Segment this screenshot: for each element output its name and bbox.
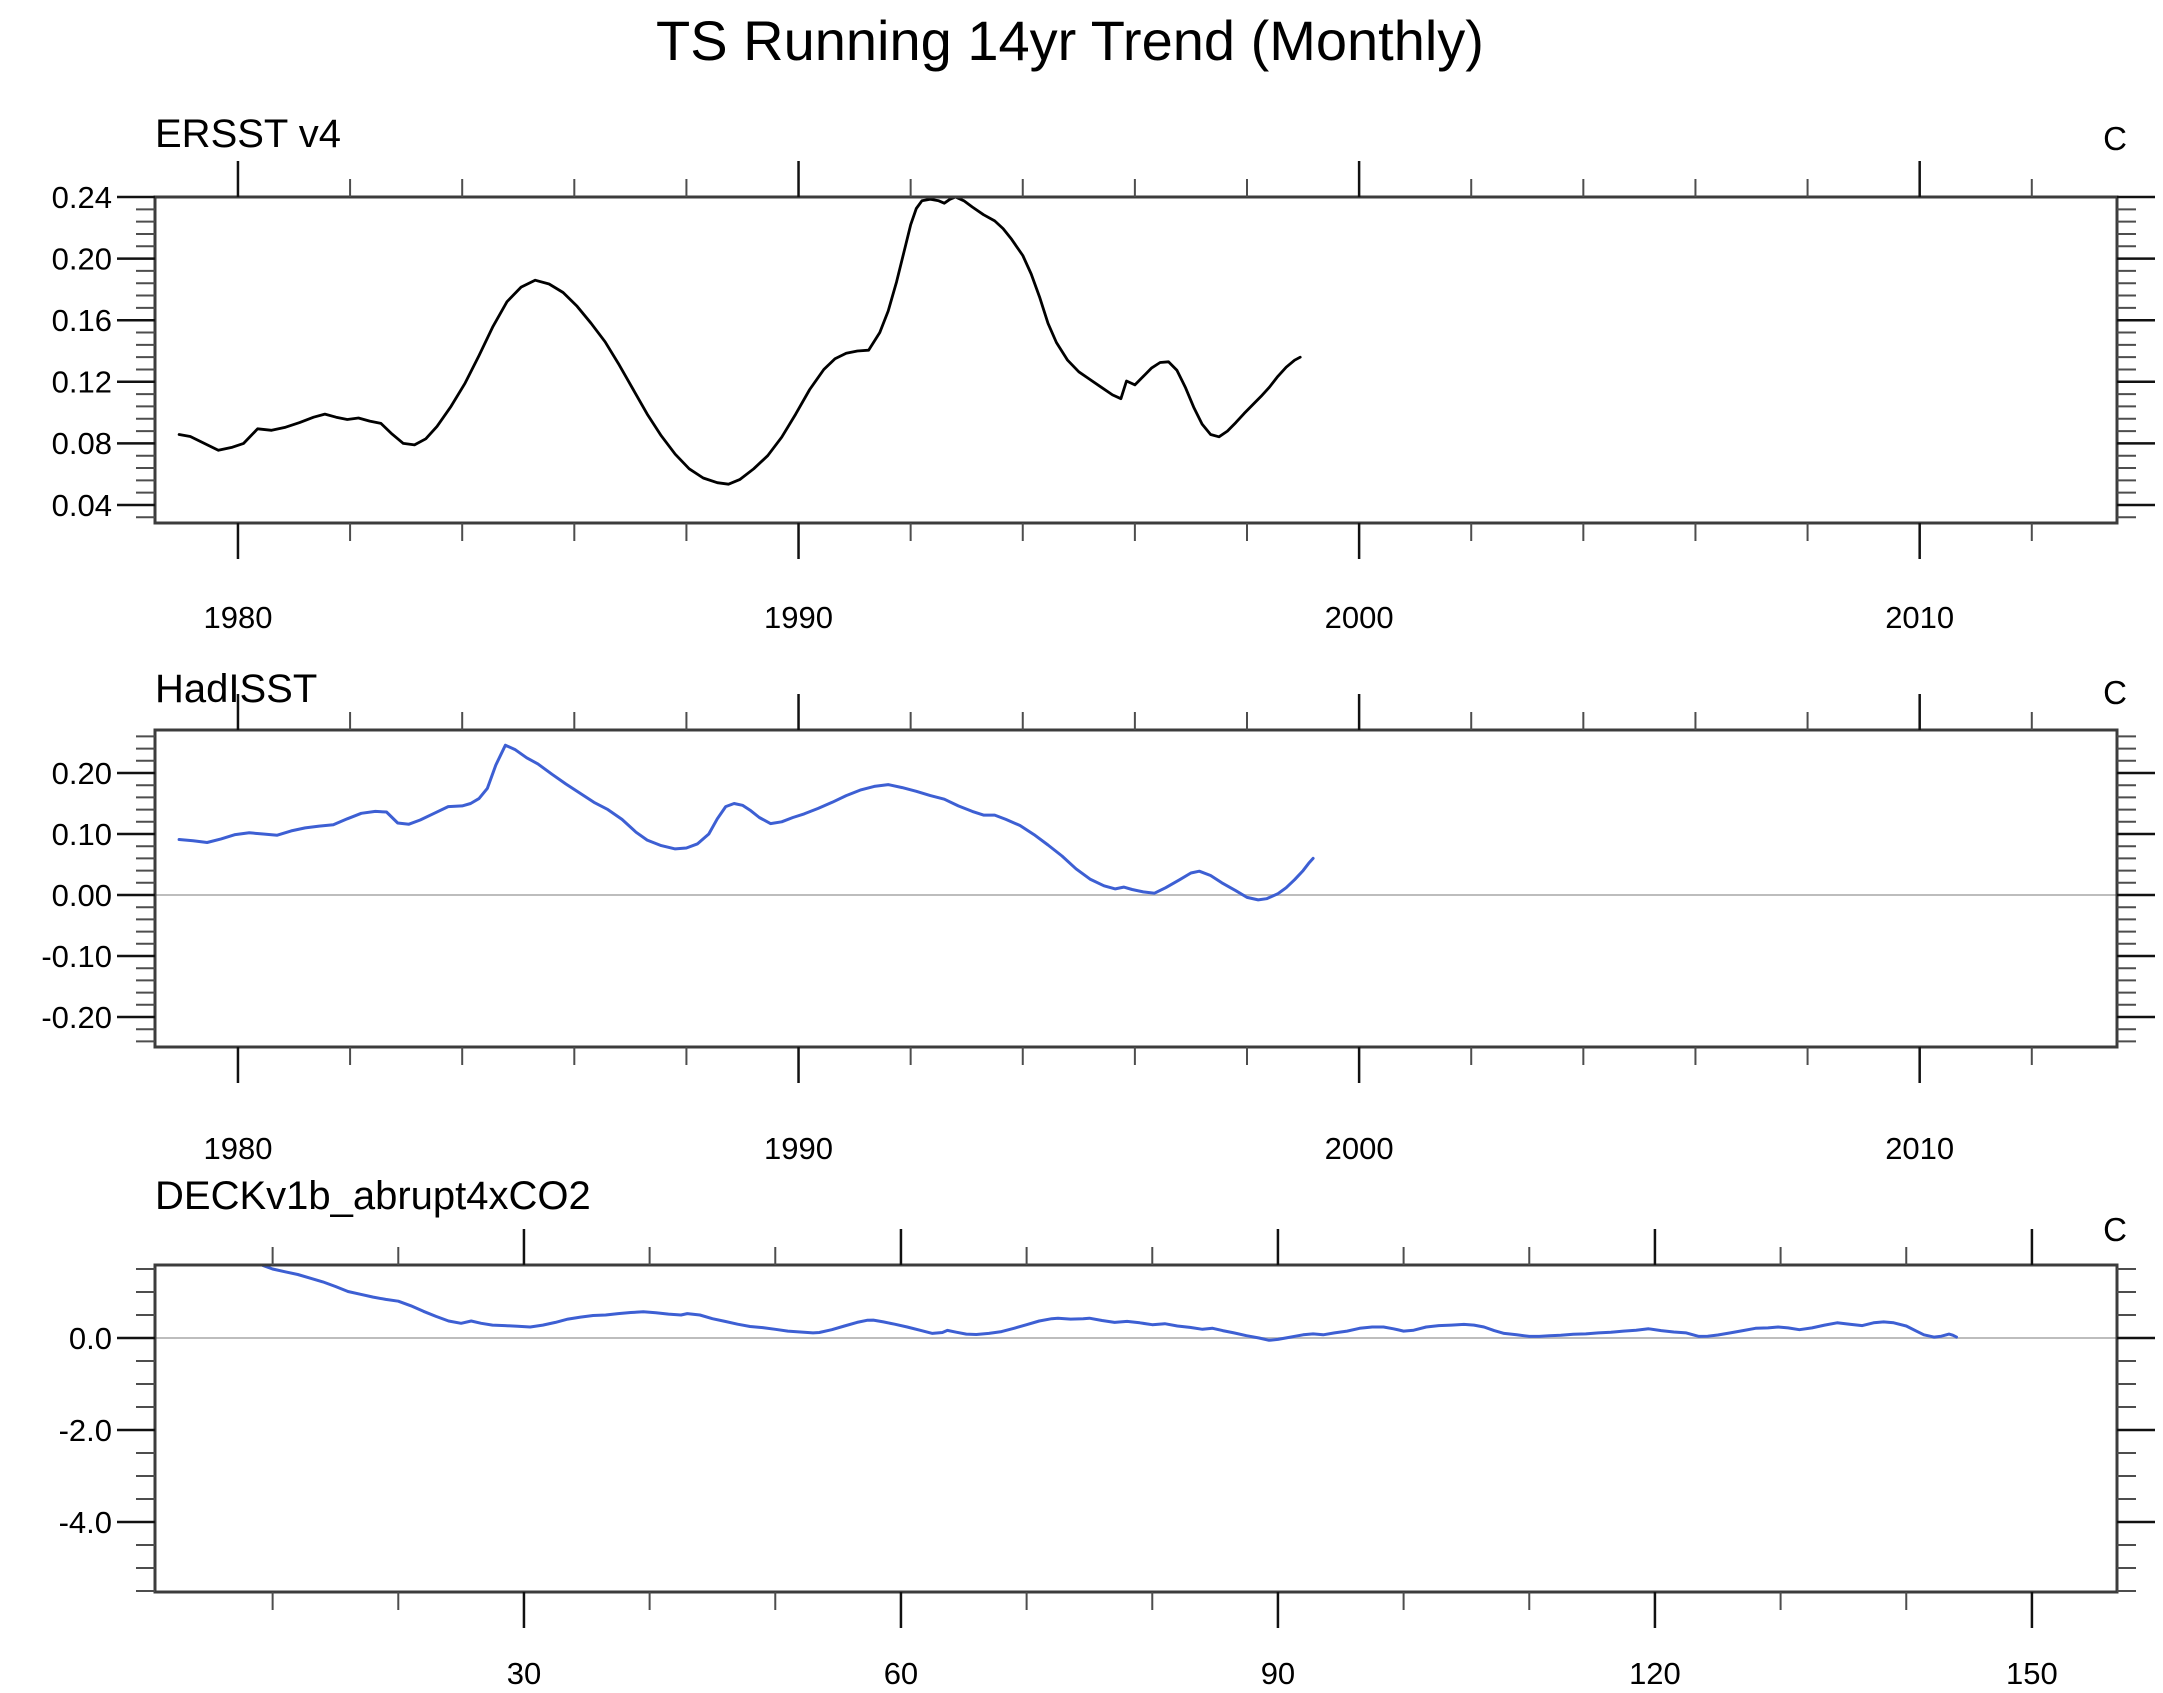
chart-title: TS Running 14yr Trend (Monthly) (656, 9, 1484, 72)
y-tick-label: 0.16 (52, 303, 112, 338)
y-tick-label: 0.08 (52, 426, 112, 461)
unit-label: C (2103, 120, 2127, 157)
y-tick-label: 0.20 (52, 241, 112, 276)
y-tick-label: 0.24 (52, 180, 112, 215)
x-tick-label: 150 (2006, 1656, 2058, 1691)
y-tick-label: -0.20 (41, 1000, 112, 1035)
x-axis-ticks: 1980 1990 2000 2010 (203, 694, 2033, 1166)
x-tick-label: 2000 (1325, 1131, 1394, 1166)
y-tick-label: 0.12 (52, 365, 112, 400)
x-tick-label: 2000 (1325, 600, 1394, 635)
y-tick-label: 0.10 (52, 817, 112, 852)
plot-frame (153, 728, 2119, 1049)
y-axis-ticks: 0.20 0.10 0.00 -0.10 -0.20 (41, 735, 2155, 1043)
panel-ersst-v4: 1980 1990 2000 2010 0.24 0.20 0.16 0.12 0.08 0.04… (52, 112, 2155, 635)
y-tick-label: 0.0 (69, 1321, 112, 1356)
x-tick-label: 120 (1629, 1656, 1681, 1691)
x-tick-label: 1980 (203, 600, 272, 635)
x-axis-ticks: 1980 1990 2000 2010 (203, 161, 2033, 635)
y-tick-label: 0.00 (52, 878, 112, 913)
y-tick-label: -0.10 (41, 939, 112, 974)
x-tick-label: 1980 (203, 1131, 272, 1166)
x-tick-label: 60 (884, 1656, 918, 1691)
x-tick-label: 1990 (764, 600, 833, 635)
unit-label: C (2103, 1211, 2127, 1248)
series-line-ersst-v4 (177, 197, 1302, 486)
panel-hadisst: 1980 1990 2000 2010 0.20 0.10 0.00 -0.10 -0.20 Ha… (41, 667, 2155, 1166)
plot-frame (153, 195, 2119, 525)
series-line-deckv1b-abrupt4xco2 (261, 1265, 1958, 1342)
panel-deckv1b-abrupt4xco2: 30 60 90 120 150 0.0 -2.0 -4.0 DECKv1b_abrupt4xC… (59, 1174, 2155, 1691)
x-tick-label: 1990 (764, 1131, 833, 1166)
y-tick-label: 0.20 (52, 756, 112, 791)
y-axis-ticks: 0.24 0.20 0.16 0.12 0.08 0.04 (52, 180, 2155, 523)
panel-title-deckv1b-abrupt4xco2: DECKv1b_abrupt4xCO2 (155, 1174, 591, 1218)
y-axis-ticks: 0.0 -2.0 -4.0 (59, 1268, 2155, 1592)
series-line-hadisst (177, 743, 1315, 902)
panel-title-hadisst: HadISST (155, 667, 317, 711)
x-tick-label: 2010 (1885, 1131, 1954, 1166)
y-tick-label: -4.0 (59, 1505, 112, 1540)
panel-title-ersst-v4: ERSST v4 (155, 112, 341, 156)
y-tick-label: -2.0 (59, 1413, 112, 1448)
plot-frame (153, 1263, 2119, 1594)
unit-label: C (2103, 674, 2127, 711)
x-tick-label: 30 (507, 1656, 541, 1691)
x-tick-label: 90 (1261, 1656, 1295, 1691)
y-tick-label: 0.04 (52, 488, 112, 523)
x-tick-label: 2010 (1885, 600, 1954, 635)
x-axis-ticks: 30 60 90 120 150 (271, 1229, 2058, 1691)
